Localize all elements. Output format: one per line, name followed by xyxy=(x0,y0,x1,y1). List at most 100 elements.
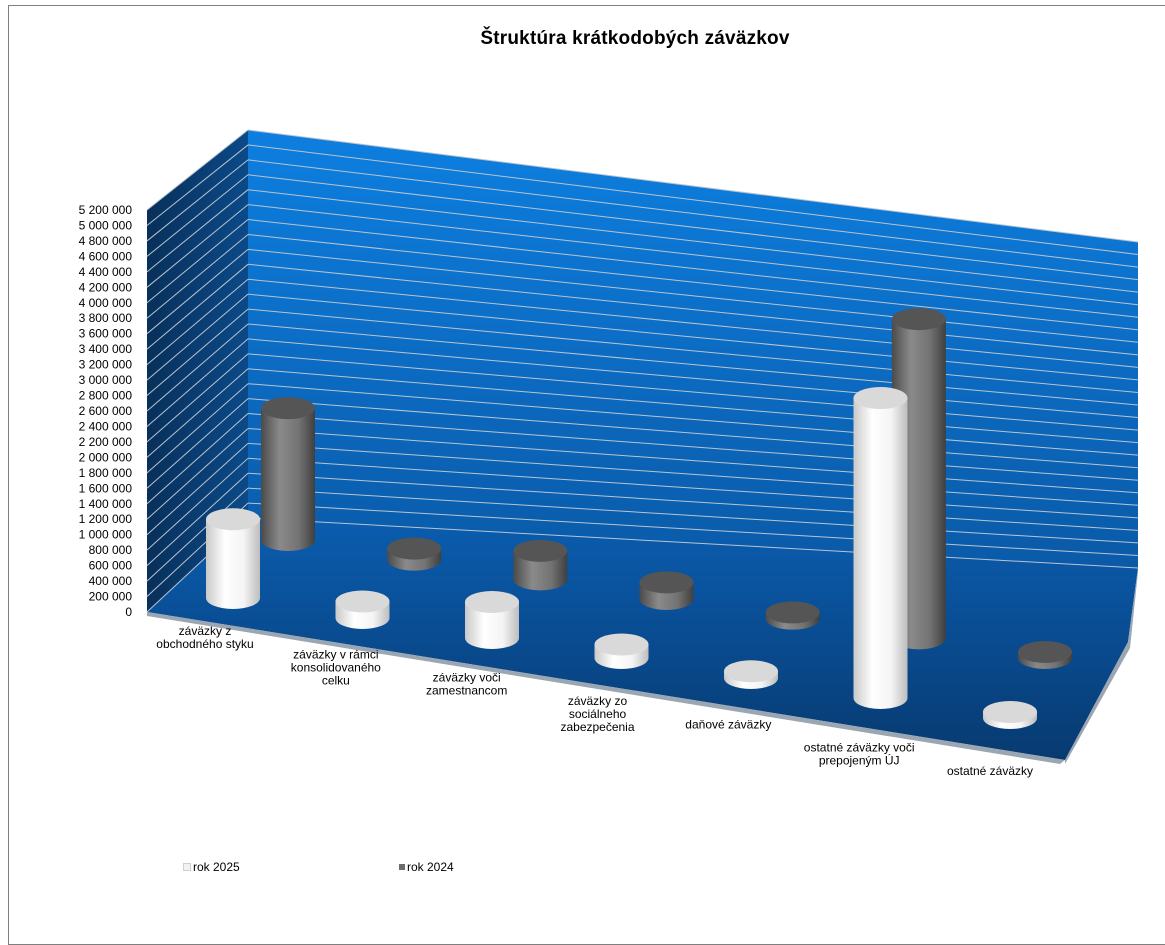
y-tick-label: 4 000 000 xyxy=(79,296,133,310)
gridline-side xyxy=(146,144,249,226)
bar-2024 xyxy=(765,601,820,630)
gridline-side xyxy=(146,263,249,350)
legend-label-2024: rok 2024 xyxy=(407,860,454,874)
gridline-back xyxy=(247,383,1139,456)
gridline-side xyxy=(146,234,249,319)
gridline-back xyxy=(247,338,1139,419)
y-tick-label: 3 200 000 xyxy=(79,358,133,372)
gridline-back xyxy=(247,368,1139,444)
x-category-label: daňové záväzky xyxy=(685,717,771,731)
bar-2024-top xyxy=(765,601,820,624)
gridline-back xyxy=(247,517,1139,569)
gridline-back xyxy=(247,189,1139,293)
bar-2025 xyxy=(465,591,519,649)
gridline-back xyxy=(247,248,1139,343)
gridline-side xyxy=(146,428,249,520)
bar-2024-top xyxy=(1018,641,1072,663)
y-tick-label: 5 200 000 xyxy=(79,203,133,217)
gridline-side xyxy=(146,398,249,489)
bar-2024 xyxy=(1018,641,1072,669)
gridline-side xyxy=(146,219,249,304)
gridline-side xyxy=(146,278,249,365)
gridline-back xyxy=(247,219,1139,318)
y-tick-label: 4 200 000 xyxy=(79,280,133,294)
gridline-back xyxy=(247,129,1139,243)
bar-2025 xyxy=(724,660,778,689)
chart-title: Štruktúra krátkodobých záväzkov xyxy=(480,28,790,49)
gridline-side xyxy=(146,457,249,551)
floor-edge xyxy=(147,612,1065,764)
x-category-label: záväzky v rámci konsolidovaného celku xyxy=(291,647,381,687)
gridline-side xyxy=(146,249,249,335)
bar-2024-top xyxy=(891,308,946,331)
gridline-back xyxy=(247,308,1139,393)
gridline-side xyxy=(146,174,249,257)
y-tick-label: 3 800 000 xyxy=(79,311,133,325)
y-tick-label: 200 000 xyxy=(89,590,133,604)
bar-2024-body xyxy=(261,408,315,551)
gridline-side xyxy=(146,338,249,427)
gridline-back xyxy=(247,487,1139,544)
y-tick-label: 1 200 000 xyxy=(79,512,133,526)
y-tick-label: 600 000 xyxy=(89,559,133,573)
gridline-back xyxy=(247,204,1139,306)
gridline-back xyxy=(247,293,1139,381)
bar-2024 xyxy=(513,539,568,591)
gridline-back xyxy=(247,472,1139,531)
y-tick-label: 5 000 000 xyxy=(79,218,133,232)
bar-2024 xyxy=(639,571,694,610)
gridline-side xyxy=(146,204,249,288)
y-tick-label: 4 400 000 xyxy=(79,265,133,279)
bar-2025 xyxy=(853,387,908,709)
gridline-back xyxy=(247,159,1139,268)
y-tick-label: 3 600 000 xyxy=(79,327,133,341)
y-tick-label: 1 800 000 xyxy=(79,466,133,480)
y-tick-label: 0 xyxy=(125,605,132,619)
bar-2025-body xyxy=(853,398,908,709)
y-tick-label: 800 000 xyxy=(89,543,133,557)
bar-2025 xyxy=(206,508,260,609)
gridline-back xyxy=(247,353,1139,431)
gridline-back xyxy=(247,442,1139,506)
legend-item-2024: rok 2024 xyxy=(399,860,454,874)
y-tick-label: 4 800 000 xyxy=(79,234,133,248)
gridline-back xyxy=(247,263,1139,356)
bar-2024-top xyxy=(639,571,694,594)
side-wall xyxy=(147,130,248,612)
gridline-side xyxy=(146,368,249,458)
gridline-side xyxy=(146,129,249,211)
y-tick-label: 3 400 000 xyxy=(79,342,133,356)
gridline-back xyxy=(247,233,1139,331)
x-category-label: záväzky voči zamestnancom xyxy=(426,671,507,698)
y-tick-label: 400 000 xyxy=(89,574,133,588)
y-tick-label: 2 200 000 xyxy=(79,435,133,449)
gridline-back xyxy=(247,398,1139,469)
bar-2025-body xyxy=(465,602,519,649)
gridline-side xyxy=(146,353,249,443)
y-tick-label: 2 800 000 xyxy=(79,389,133,403)
bar-2025-top xyxy=(465,591,519,614)
bar-2025-top xyxy=(724,660,778,683)
gridline-side xyxy=(146,308,249,396)
gridline-side xyxy=(146,159,249,242)
bar-2025-top xyxy=(206,508,260,531)
bar-2024-top xyxy=(387,537,442,560)
gridline-back xyxy=(247,278,1139,368)
legend-swatch-2024 xyxy=(399,864,405,870)
gridline-back xyxy=(247,174,1139,281)
bar-2024-top xyxy=(261,397,315,420)
bar-2025-body xyxy=(206,519,260,609)
bar-2024-top xyxy=(513,539,568,562)
y-tick-label: 1 400 000 xyxy=(79,497,133,511)
gridline-side xyxy=(146,472,249,566)
bar-2025-top xyxy=(335,590,390,613)
gridline-back xyxy=(247,427,1139,494)
bar-2025-top xyxy=(594,633,649,656)
gridline-back xyxy=(247,144,1139,256)
gridline-side xyxy=(146,293,249,381)
legend-label-2025: rok 2025 xyxy=(193,860,240,874)
legend-item-2025: rok 2025 xyxy=(183,860,240,874)
x-category-label: záväzky zo sociálneho zabezpečenia xyxy=(560,694,634,734)
y-tick-label: 3 000 000 xyxy=(79,373,133,387)
bar-2024 xyxy=(261,397,315,551)
